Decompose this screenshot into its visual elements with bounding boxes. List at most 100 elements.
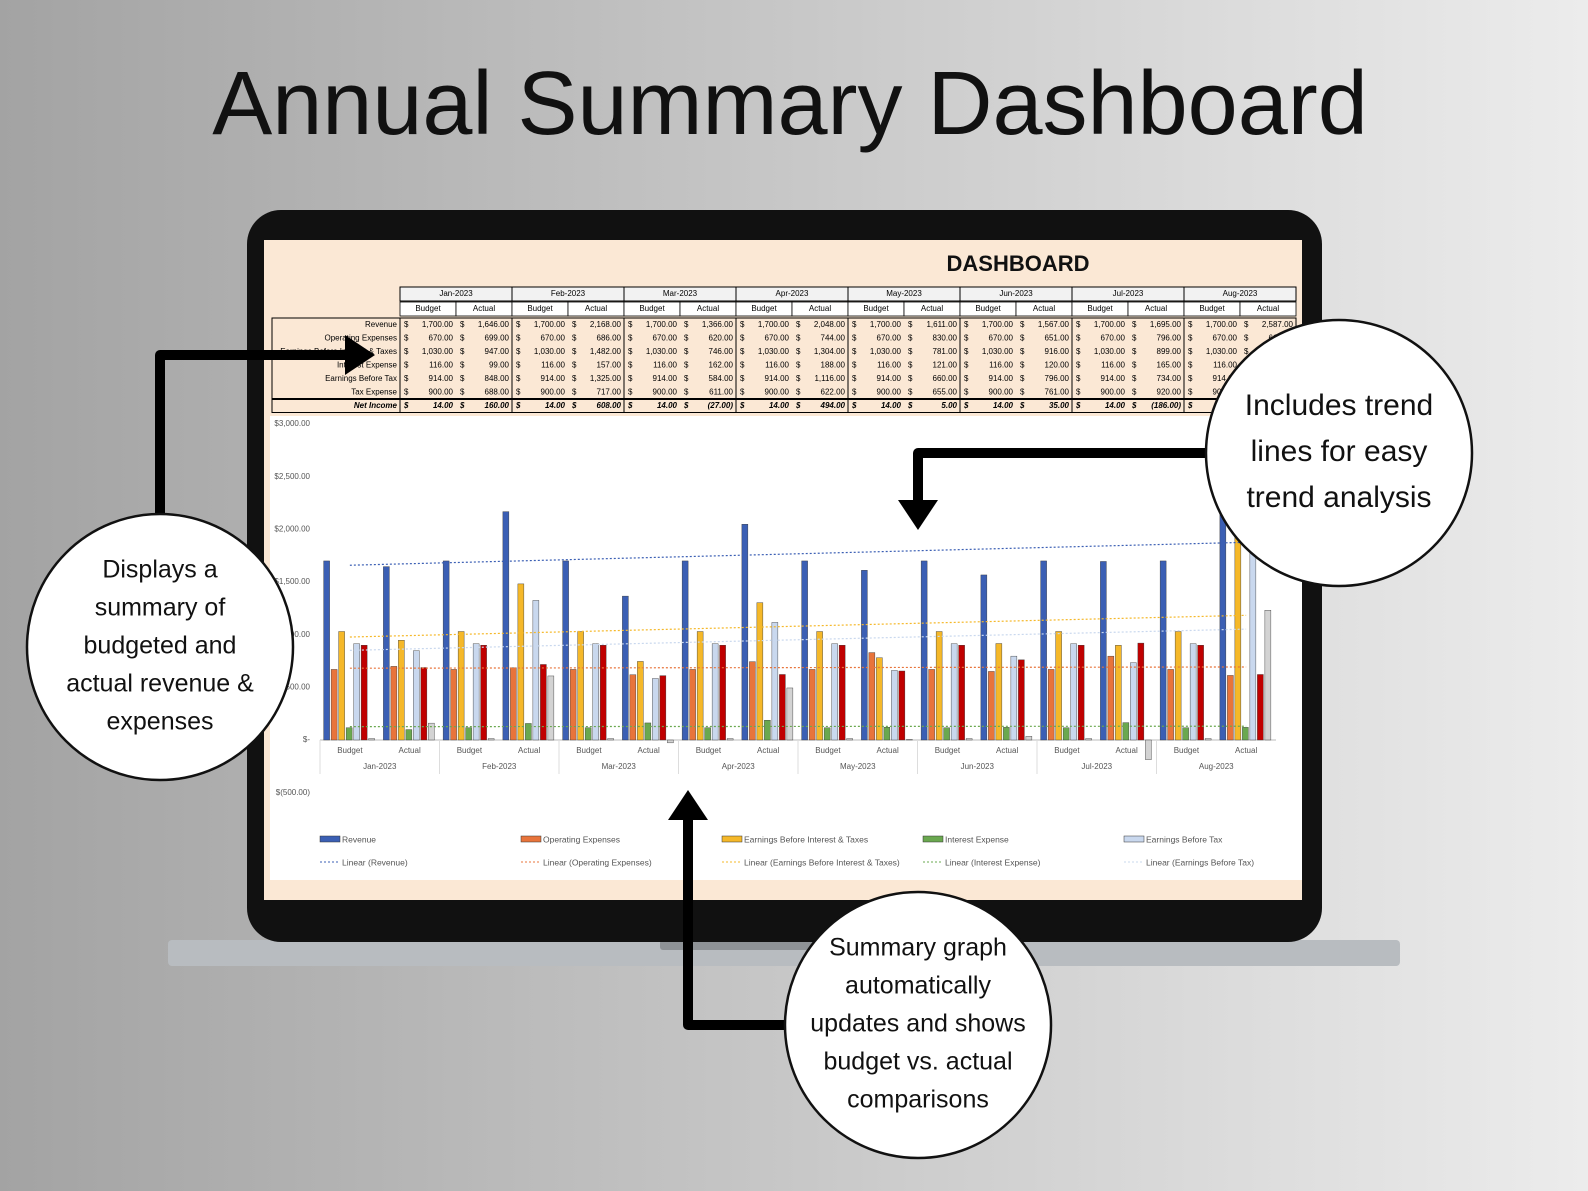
table-cell: 1,695.00: [1150, 320, 1182, 329]
table-cell: 1,700.00: [870, 320, 902, 329]
callout-circle: [25, 512, 295, 782]
bar: [540, 664, 547, 741]
bar: [823, 727, 831, 741]
bar: [562, 560, 569, 741]
bar: [749, 661, 756, 741]
x-group-label: Feb-2023: [482, 762, 517, 771]
bar: [1130, 662, 1137, 741]
bar: [1174, 631, 1182, 741]
currency-sign: $: [628, 347, 633, 356]
currency-sign: $: [1132, 347, 1137, 356]
x-group-label: Aug-2023: [1199, 762, 1234, 771]
bar: [838, 645, 846, 741]
table-cell: 670.00: [653, 333, 678, 342]
currency-sign: $: [516, 333, 521, 342]
x-tick-label: Actual: [399, 746, 421, 755]
bar: [935, 631, 943, 741]
table-cell: 116.00: [877, 360, 901, 369]
dashboard-title: DASHBOARD: [947, 251, 1090, 276]
currency-sign: $: [1076, 387, 1081, 396]
currency-sign: $: [908, 374, 913, 383]
currency-sign: $: [1132, 387, 1137, 396]
x-tick-label: Actual: [877, 746, 899, 755]
table-cell: 900.00: [989, 387, 1014, 396]
currency-sign: $: [1244, 333, 1249, 342]
bar: [1077, 645, 1085, 741]
bar: [525, 723, 532, 741]
bar: [876, 657, 883, 741]
sub-header: Budget: [527, 304, 553, 313]
callout-text: budgeted and: [84, 632, 237, 660]
currency-sign: $: [852, 333, 857, 342]
currency-sign: $: [796, 347, 801, 356]
bar: [644, 722, 652, 741]
bar: [1249, 544, 1257, 741]
currency-sign: $: [740, 320, 745, 329]
table-cell: 1,567.00: [1038, 320, 1070, 329]
callout-text: comparisons: [847, 1086, 989, 1114]
currency-sign: $: [1188, 374, 1193, 383]
table-cell: 900.00: [1101, 387, 1126, 396]
currency-sign: $: [1020, 387, 1025, 396]
bar: [584, 727, 592, 741]
currency-sign: $: [1020, 360, 1025, 369]
table-cell: 1,646.00: [478, 320, 510, 329]
currency-sign: $: [908, 320, 913, 329]
bar: [652, 678, 659, 741]
legend-swatch: [721, 835, 743, 843]
month-header: Mar-2023: [663, 289, 698, 298]
bar: [1204, 738, 1212, 741]
bar: [577, 631, 584, 741]
x-tick-label: Actual: [1116, 746, 1138, 755]
currency-sign: $: [572, 360, 577, 369]
bar: [1159, 560, 1167, 741]
trend-line: [349, 628, 1247, 651]
currency-sign: $: [460, 374, 465, 383]
y-tick-label: $1,500.00: [274, 577, 310, 586]
bar: [771, 622, 779, 741]
currency-sign: $: [404, 374, 409, 383]
currency-sign: $: [628, 333, 633, 342]
callout-circle: [783, 890, 1053, 1160]
bar: [465, 727, 472, 741]
legend-label: Linear (Revenue): [342, 857, 408, 867]
trend-line: [349, 614, 1247, 638]
currency-sign: $: [516, 374, 521, 383]
currency-sign: $: [1076, 320, 1081, 329]
table-cell: 734.00: [1157, 374, 1182, 383]
bar: [995, 643, 1003, 741]
bar: [943, 727, 950, 741]
currency-sign: $: [852, 320, 857, 329]
table-cell: (27.00): [708, 401, 734, 410]
currency-sign: $: [684, 347, 689, 356]
bar: [659, 675, 667, 741]
bar: [667, 739, 674, 744]
table-cell: 688.00: [485, 387, 510, 396]
currency-sign: $: [796, 320, 801, 329]
callout-text: Includes trend: [1245, 389, 1433, 422]
currency-sign: $: [851, 401, 857, 410]
table-cell: 900.00: [429, 387, 454, 396]
currency-sign: $: [460, 387, 465, 396]
bar: [428, 722, 435, 741]
bar: [368, 738, 375, 741]
bar: [450, 669, 457, 741]
bar: [532, 600, 540, 741]
table-cell: 1,116.00: [814, 374, 845, 383]
table-cell: 670.00: [541, 333, 566, 342]
row-label: Tax Expense: [351, 387, 397, 396]
x-group-label: Mar-2023: [602, 762, 637, 771]
table-cell: 14.00: [769, 401, 790, 410]
bar: [480, 645, 487, 741]
bar: [764, 719, 771, 741]
bar: [383, 566, 390, 741]
legend-label: Linear (Earnings Before Tax): [1146, 857, 1254, 867]
currency-sign: $: [571, 401, 577, 410]
bar: [345, 727, 353, 741]
table-cell: 781.00: [933, 347, 958, 356]
x-group-label: May-2023: [840, 762, 876, 771]
currency-sign: $: [628, 360, 633, 369]
month-header: May-2023: [886, 289, 922, 298]
currency-sign: $: [572, 347, 577, 356]
currency-sign: $: [908, 333, 913, 342]
